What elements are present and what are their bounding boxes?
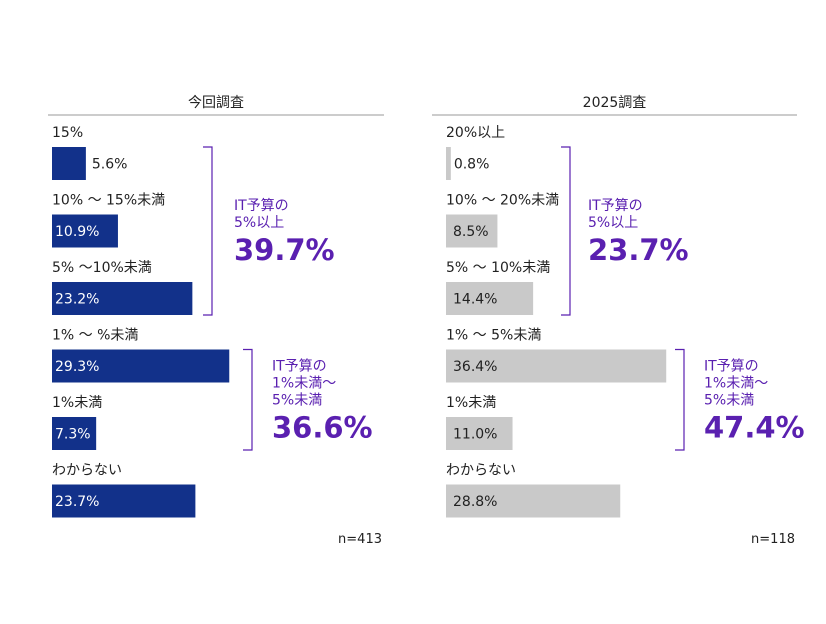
- bar: [52, 282, 193, 315]
- group-label: 5%以上: [234, 215, 284, 231]
- category-label: 5% 〜 10%未満: [446, 260, 550, 276]
- group-total: 36.6%: [272, 410, 373, 444]
- category-label: 1%未満: [52, 395, 102, 411]
- bar: [52, 484, 196, 518]
- data-label: 28.8%: [453, 494, 497, 510]
- group-label: IT予算の: [588, 198, 643, 214]
- group-label: 1%未満〜: [272, 375, 336, 391]
- category-label: 10% 〜 15%未満: [52, 193, 165, 209]
- bar: [446, 417, 513, 450]
- data-label: 5.6%: [92, 157, 128, 173]
- data-label: 29.3%: [55, 359, 99, 375]
- category-label: わからない: [446, 463, 516, 479]
- category-label: 1%未満: [446, 395, 496, 411]
- bar: [446, 349, 667, 383]
- group-label: IT予算の: [704, 358, 759, 374]
- data-label: 0.8%: [454, 157, 490, 173]
- bar: [52, 417, 97, 450]
- group-total: 47.4%: [704, 410, 805, 444]
- category-label: 20%以上: [446, 125, 505, 141]
- data-label: 8.5%: [453, 224, 489, 240]
- group-bracket: [561, 146, 571, 316]
- group-label: 5%以上: [588, 215, 638, 231]
- category-label: 1% 〜 5%未満: [446, 328, 541, 344]
- group-label: IT予算の: [234, 198, 289, 214]
- category-label: 15%: [52, 125, 83, 141]
- group-bracket: [203, 146, 213, 316]
- group-label: 5%未満: [704, 392, 754, 408]
- group-bracket: [675, 348, 685, 451]
- group-label: 1%未満〜: [704, 375, 768, 391]
- group-label: IT予算の: [272, 358, 327, 374]
- category-label: 5% 〜10%未満: [52, 260, 152, 276]
- bar: [446, 282, 534, 315]
- category-label: わからない: [52, 463, 122, 479]
- bar: [52, 147, 86, 180]
- category-label: 1% 〜 %未満: [52, 328, 138, 344]
- group-label: 5%未満: [272, 392, 322, 408]
- bar: [446, 147, 451, 180]
- group-bracket: [243, 348, 253, 451]
- data-label: 7.3%: [55, 427, 91, 443]
- data-label: 23.2%: [55, 292, 99, 308]
- bar: [52, 214, 118, 248]
- bar: [52, 349, 230, 383]
- category-label: 10% 〜 20%未満: [446, 193, 559, 209]
- data-label: 36.4%: [453, 359, 497, 375]
- data-label: 10.9%: [55, 224, 99, 240]
- group-total: 23.7%: [588, 233, 689, 267]
- data-label: 11.0%: [453, 427, 497, 443]
- group-total: 39.7%: [234, 233, 335, 267]
- data-label: 14.4%: [453, 292, 497, 308]
- chart-title-0: 今回調査: [188, 95, 244, 111]
- sample-size-1: n=118: [751, 532, 795, 547]
- chart-title-1: 2025調査: [583, 95, 647, 111]
- bar: [446, 484, 621, 518]
- bar: [446, 214, 498, 248]
- sample-size-0: n=413: [338, 532, 382, 547]
- data-label: 23.7%: [55, 494, 99, 510]
